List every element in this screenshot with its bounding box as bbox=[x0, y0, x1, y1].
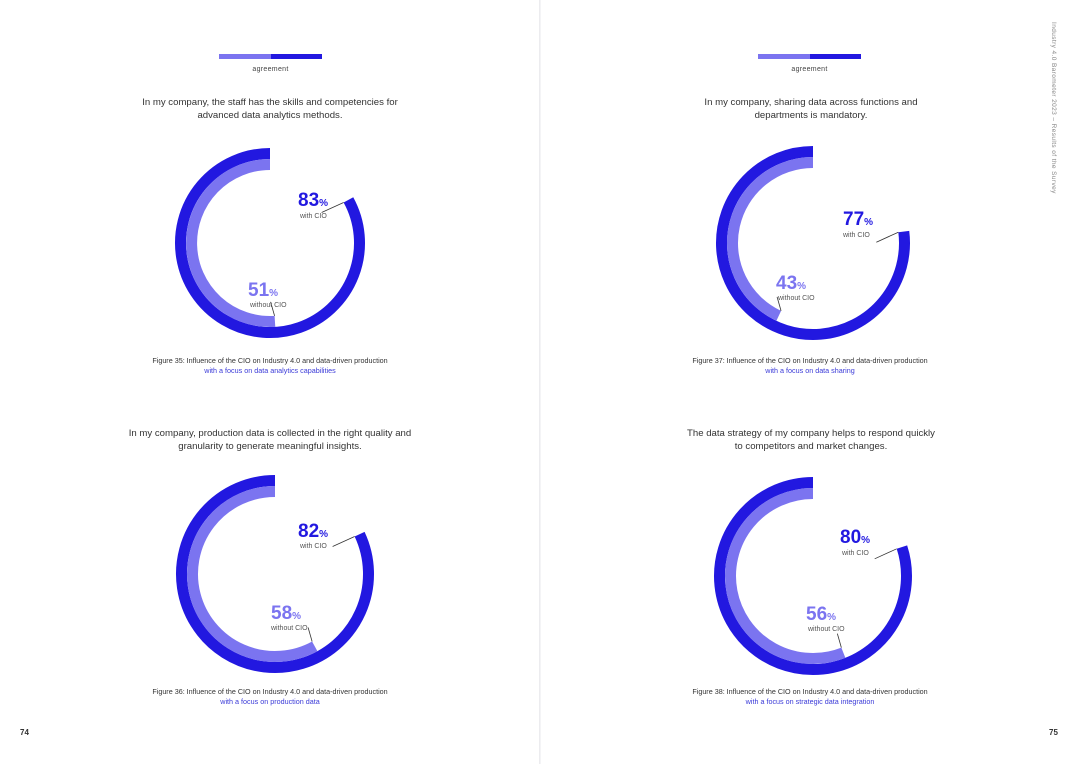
arc-with-cio bbox=[175, 148, 365, 338]
donut-chart-fig37 bbox=[716, 146, 910, 340]
leader-line-with-cio bbox=[876, 231, 899, 243]
arc-without-cio bbox=[727, 157, 814, 321]
page-number-right: 75 bbox=[1049, 728, 1058, 737]
arc-without-cio bbox=[187, 486, 318, 662]
legend-swatches bbox=[219, 54, 322, 59]
right-page bbox=[540, 0, 1080, 764]
running-header: Industry 4.0 Barometer 2023 – Results of… bbox=[1050, 22, 1057, 194]
leader-line-without-cio bbox=[836, 633, 842, 648]
legend-swatches bbox=[758, 54, 861, 59]
leader-line-without-cio bbox=[307, 627, 313, 642]
value-with-cio: 83% bbox=[298, 190, 329, 211]
leader-line-with-cio bbox=[874, 548, 897, 560]
question-fig38: The data strategy of my company helps to… bbox=[687, 428, 935, 452]
question-fig37: In my company, sharing data across funct… bbox=[704, 97, 918, 121]
value-with-cio: 80% bbox=[840, 527, 871, 548]
arc-without-cio bbox=[725, 488, 846, 664]
caption-fig36: Figure 36: Influence of the CIO on Indus… bbox=[152, 687, 388, 706]
legend-swatch-with-cio bbox=[270, 54, 322, 59]
caption-fig38: Figure 38: Influence of the CIO on Indus… bbox=[692, 687, 928, 706]
label-with-cio: with CIO bbox=[300, 213, 327, 220]
legend-label: agreement bbox=[791, 66, 828, 73]
donut-chart-fig38 bbox=[714, 477, 912, 675]
value-without-cio: 58% bbox=[271, 603, 302, 624]
legend-swatch-without-cio bbox=[758, 54, 810, 59]
legend-label: agreement bbox=[252, 66, 289, 73]
arc-without-cio bbox=[186, 159, 276, 327]
arc-with-cio bbox=[716, 146, 910, 340]
page-number-left: 74 bbox=[20, 728, 29, 737]
leader-line-with-cio bbox=[321, 202, 344, 213]
label-with-cio: with CIO bbox=[300, 543, 327, 550]
label-without-cio: without CIO bbox=[808, 626, 845, 633]
leader-line-without-cio bbox=[776, 296, 782, 311]
label-with-cio: with CIO bbox=[843, 232, 870, 239]
page-gutter bbox=[539, 0, 541, 764]
arc-with-cio bbox=[714, 477, 912, 675]
value-with-cio: 82% bbox=[298, 521, 329, 542]
label-without-cio: without CIO bbox=[271, 625, 308, 632]
caption-fig35: Figure 35: Influence of the CIO on Indus… bbox=[152, 356, 388, 375]
label-without-cio: without CIO bbox=[250, 302, 287, 309]
question-fig36: In my company, production data is collec… bbox=[128, 428, 412, 452]
value-without-cio: 56% bbox=[806, 604, 837, 625]
left-page bbox=[0, 0, 540, 764]
legend-left: agreement bbox=[219, 54, 322, 73]
question-fig35: In my company, the staff has the skills … bbox=[142, 97, 398, 121]
leader-line-without-cio bbox=[270, 301, 275, 316]
value-with-cio: 77% bbox=[843, 209, 874, 230]
caption-fig37: Figure 37: Influence of the CIO on Indus… bbox=[692, 356, 928, 375]
label-with-cio: with CIO bbox=[842, 550, 869, 557]
donut-chart-fig35 bbox=[175, 148, 365, 338]
value-without-cio: 51% bbox=[248, 280, 279, 301]
legend-swatch-without-cio bbox=[219, 54, 271, 59]
legend-right: agreement bbox=[758, 54, 861, 73]
legend-swatch-with-cio bbox=[809, 54, 861, 59]
label-without-cio: without CIO bbox=[778, 295, 815, 302]
value-without-cio: 43% bbox=[776, 273, 807, 294]
leader-line-with-cio bbox=[332, 536, 355, 547]
arc-with-cio bbox=[176, 475, 374, 673]
donut-chart-fig36 bbox=[176, 475, 374, 673]
